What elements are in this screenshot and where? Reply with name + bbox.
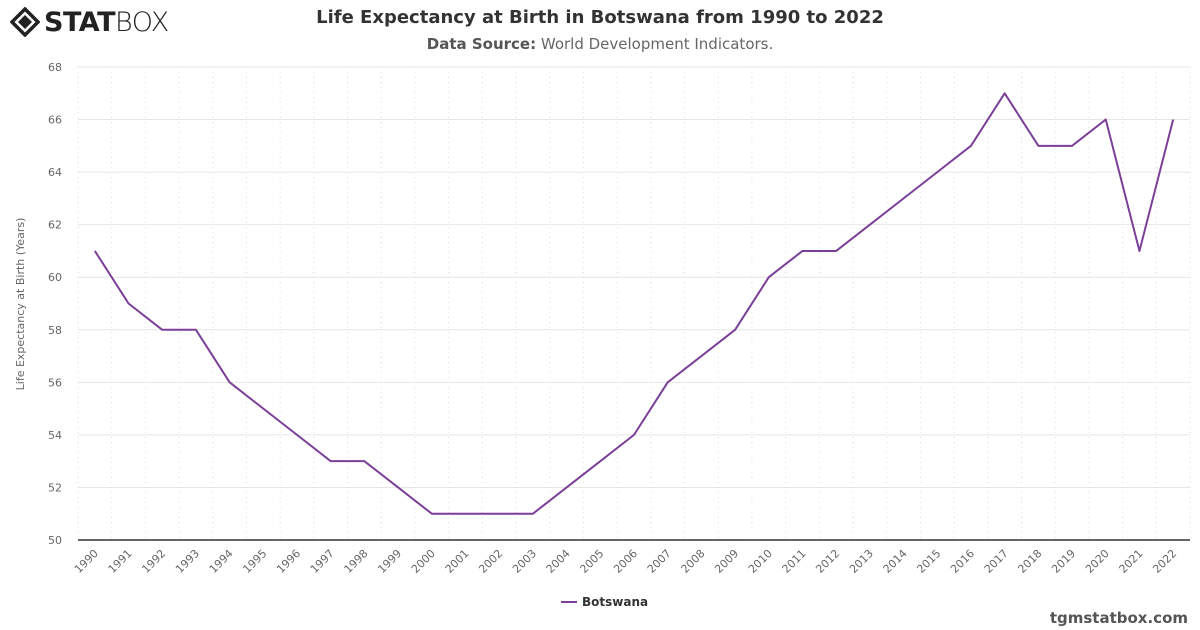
legend-swatch: [561, 601, 577, 603]
diamond-logo-icon: [10, 7, 40, 37]
x-tick-label: 1998: [342, 547, 371, 576]
series-line-botswana: [94, 92, 1175, 515]
y-tick-label: 56: [48, 376, 62, 389]
chart-title: Life Expectancy at Birth in Botswana fro…: [316, 7, 884, 28]
x-tick-label: 1995: [240, 547, 269, 576]
x-tick-label: 1999: [375, 547, 404, 576]
x-tick-label: 2021: [1117, 547, 1146, 576]
y-tick-label: 60: [48, 271, 62, 284]
x-tick-label: 2014: [881, 547, 910, 576]
y-tick-label: 50: [48, 534, 62, 547]
y-tick-label: 54: [48, 429, 62, 442]
y-tick-label: 62: [48, 219, 62, 232]
y-axis-label: Life Expectancy at Birth (Years): [14, 218, 27, 391]
x-tick-label: 2002: [476, 547, 505, 576]
x-tick-label: 2017: [982, 547, 1011, 576]
legend-label: Botswana: [582, 595, 649, 609]
source-credit: tgmstatbox.com: [1049, 609, 1188, 627]
x-tick-label: 2006: [611, 547, 640, 576]
x-tick-label: 2010: [746, 547, 775, 576]
x-tick-label: 2011: [780, 547, 809, 576]
x-tick-label: 2015: [914, 547, 943, 576]
y-tick-label: 58: [48, 324, 62, 337]
x-tick-label: 2009: [712, 547, 741, 576]
x-tick-label: 2016: [948, 547, 977, 576]
chart-subtitle: Data Source: World Development Indicator…: [426, 35, 774, 53]
x-tick-label: 2005: [577, 547, 606, 576]
logo-text: STATBOX: [44, 6, 169, 38]
x-tick-label: 2000: [409, 547, 438, 576]
x-tick-label: 1994: [207, 547, 236, 576]
x-tick-label: 1993: [173, 547, 202, 576]
x-tick-label: 2019: [1049, 547, 1078, 576]
x-tick-label: 1996: [274, 547, 303, 576]
x-tick-label: 1990: [72, 547, 101, 576]
x-tick-label: 2020: [1083, 547, 1112, 576]
x-tick-label: 2004: [544, 547, 573, 576]
y-tick-label: 68: [48, 61, 62, 74]
y-tick-label: 64: [48, 166, 62, 179]
x-tick-label: 2008: [679, 547, 708, 576]
y-tick-label: 52: [48, 481, 62, 494]
x-tick-label: 2012: [813, 547, 842, 576]
x-tick-label: 1991: [106, 547, 135, 576]
x-tick-label: 2018: [1015, 547, 1044, 576]
x-tick-label: 2001: [443, 547, 472, 576]
x-tick-label: 2022: [1150, 547, 1179, 576]
y-tick-label: 66: [48, 114, 62, 127]
x-tick-label: 2013: [847, 547, 876, 576]
x-tick-label: 2007: [645, 547, 674, 576]
x-tick-label: 1992: [139, 547, 168, 576]
x-tick-label: 2003: [510, 547, 539, 576]
x-tick-label: 1997: [308, 547, 337, 576]
statbox-logo: STATBOX: [10, 6, 169, 38]
legend-item-botswana[interactable]: Botswana: [561, 595, 648, 609]
